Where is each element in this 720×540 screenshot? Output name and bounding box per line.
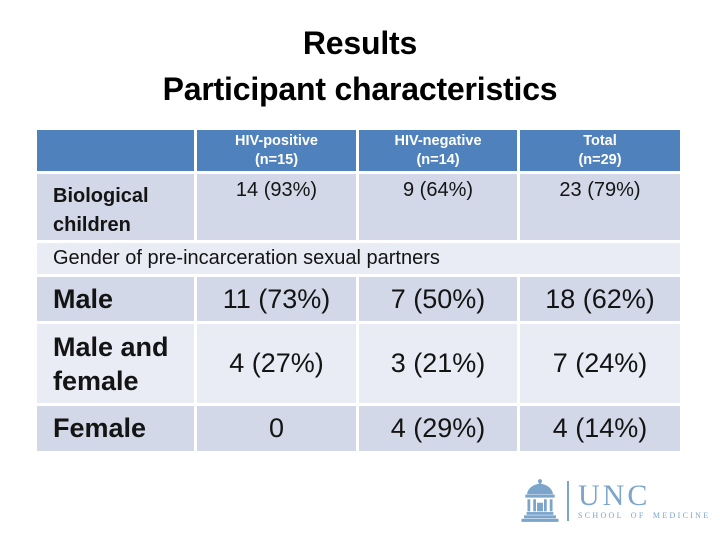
cell-total: 7 (24%) [517, 321, 683, 406]
table-row-male: Male 11 (73%) 7 (50%) 18 (62%) [34, 274, 683, 324]
table-row-gender-section: Gender of pre-incarceration sexual partn… [34, 240, 683, 277]
title-line-participant-characteristics: Participant characteristics [162, 71, 558, 107]
column-n-count: (n=14) [416, 151, 460, 168]
logo-text: UNC SCHOOL OF MEDICINE [578, 479, 711, 521]
column-n-count: (n=15) [254, 151, 299, 168]
row-label: Male and female [34, 321, 197, 406]
cell-total: 23 (79%) [517, 171, 683, 243]
cell-total: 18 (62%) [517, 274, 683, 324]
title-line-results: Results [302, 25, 418, 61]
slide-title: Results Participant characteristics [0, 20, 720, 112]
header-empty-cell [34, 127, 197, 174]
column-label: Total [583, 132, 617, 149]
header-total: Total (n=29) [517, 127, 683, 174]
cell-hiv-negative: 4 (29%) [356, 403, 520, 454]
table-row-female: Female 0 4 (29%) 4 (14%) [34, 403, 683, 454]
column-n-count: (n=29) [578, 151, 622, 168]
cell-hiv-negative: 7 (50%) [356, 274, 520, 324]
table-header-row: HIV-positive (n=15) HIV-negative (n=14) … [34, 127, 683, 174]
table-row-biological-children: Biological children 14 (93%) 9 (64%) 23 … [34, 171, 683, 243]
logo-divider [567, 481, 569, 521]
column-label: HIV-negative [394, 132, 482, 149]
row-label: Female [34, 403, 197, 454]
section-label: Gender of pre-incarceration sexual partn… [34, 240, 683, 277]
cell-total: 4 (14%) [517, 403, 683, 454]
participant-characteristics-table: HIV-positive (n=15) HIV-negative (n=14) … [34, 127, 683, 454]
cell-hiv-positive: 4 (27%) [194, 321, 359, 406]
column-label: HIV-positive [235, 132, 318, 149]
row-label: Male [34, 274, 197, 324]
cell-hiv-positive: 11 (73%) [194, 274, 359, 324]
cell-hiv-negative: 3 (21%) [356, 321, 520, 406]
row-label: Biological children [34, 171, 197, 243]
logo-org-name: UNC [578, 479, 651, 512]
old-well-icon [521, 479, 559, 522]
unc-school-of-medicine-logo: UNC SCHOOL OF MEDICINE [521, 476, 710, 526]
logo-subtitle: SCHOOL OF MEDICINE [578, 511, 711, 520]
cell-hiv-positive: 14 (93%) [194, 171, 359, 243]
cell-hiv-negative: 9 (64%) [356, 171, 520, 243]
header-hiv-negative: HIV-negative (n=14) [356, 127, 520, 174]
header-hiv-positive: HIV-positive (n=15) [194, 127, 359, 174]
table-row-male-and-female: Male and female 4 (27%) 3 (21%) 7 (24%) [34, 321, 683, 406]
cell-hiv-positive: 0 [194, 403, 359, 454]
